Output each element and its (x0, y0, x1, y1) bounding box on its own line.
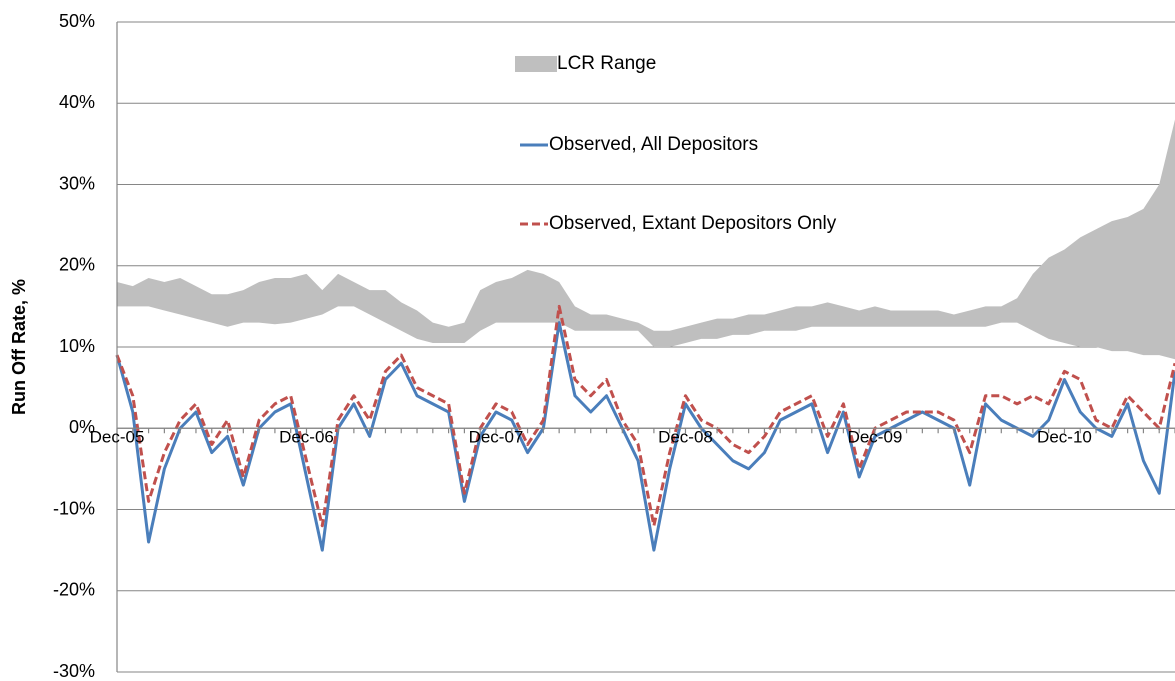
y-tick-label: 0% (69, 417, 95, 437)
legend-label: Observed, Extant Depositors Only (549, 213, 837, 234)
legend-label: LCR Range (557, 53, 656, 74)
x-tick-label: Dec-07 (469, 428, 524, 447)
y-tick-label: -30% (53, 661, 95, 681)
range-area (117, 119, 1175, 360)
x-tick-label: Dec-06 (279, 428, 334, 447)
legend-label: Observed, All Depositors (549, 134, 758, 155)
series-line (115, 321, 1175, 552)
y-tick-label: 10% (59, 336, 95, 356)
series-line (115, 304, 1175, 528)
y-tick-label: 40% (59, 92, 95, 112)
y-tick-label: -20% (53, 580, 95, 600)
y-tick-label: 30% (59, 173, 95, 193)
x-tick-label: Dec-10 (1037, 428, 1092, 447)
legend-swatch (515, 56, 557, 72)
y-axis-label: Run Off Rate, % (9, 279, 29, 415)
y-tick-label: -10% (53, 498, 95, 518)
x-tick-label: Dec-09 (848, 428, 903, 447)
y-tick-label: 50% (59, 11, 95, 31)
x-tick-label: Dec-05 (90, 428, 145, 447)
y-tick-label: 20% (59, 255, 95, 275)
x-tick-label: Dec-08 (658, 428, 713, 447)
